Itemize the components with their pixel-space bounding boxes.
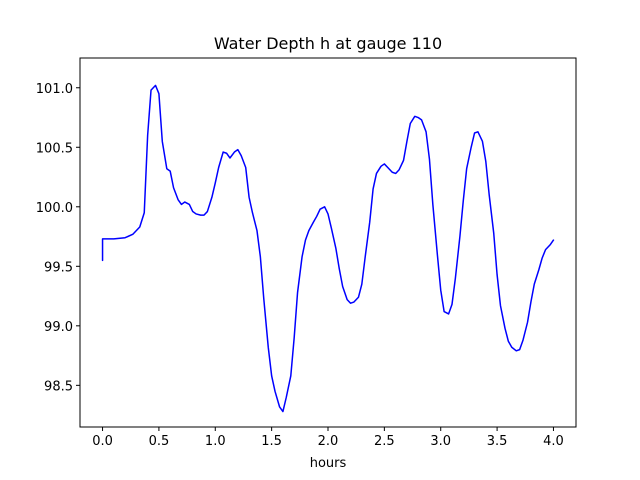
x-axis-ticks: 0.0 0.5 1.0 1.5 2.0 2.5 3.0 3.5 4.0 [92,427,564,449]
x-axis-label: hours [310,456,347,471]
series-layer [101,84,555,413]
x-tick-label: 0.5 [149,434,170,449]
x-tick-label: 2.5 [374,434,395,449]
y-tick-label: 98.5 [44,379,73,394]
y-tick-label: 99.5 [44,260,73,275]
x-tick-label: 3.5 [487,434,508,449]
chart-title: Water Depth h at gauge 110 [214,34,442,53]
x-tick-label: 1.0 [205,434,226,449]
y-tick-label: 99.0 [44,320,73,335]
y-tick-label: 100.0 [36,201,73,216]
x-tick-label: 2.0 [318,434,339,449]
y-tick-label: 101.0 [36,82,73,97]
series-line-0 [101,84,555,413]
x-tick-label: 4.0 [543,434,564,449]
x-tick-label: 0.0 [92,434,113,449]
y-axis-ticks: 98.5 99.0 99.5 100.0 100.5 101.0 [36,82,80,394]
x-tick-label: 1.5 [261,434,282,449]
x-tick-label: 3.0 [430,434,451,449]
y-tick-label: 100.5 [36,141,73,156]
